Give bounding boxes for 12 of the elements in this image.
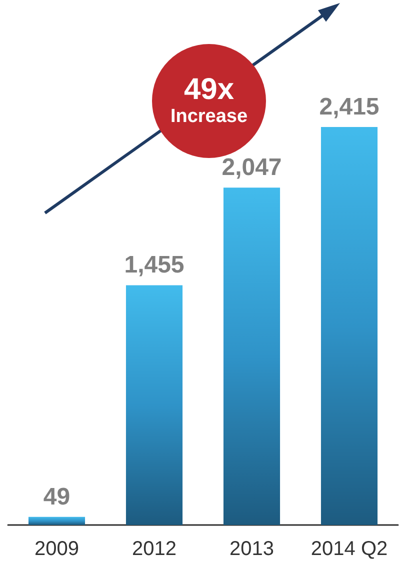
circle-badge: 49x Increase — [152, 44, 266, 158]
data-label: 49 — [43, 483, 70, 510]
x-tick-label: 2012 — [132, 538, 176, 560]
data-label: 1,455 — [124, 252, 184, 279]
x-tick-label: 2014 Q2 — [310, 538, 388, 560]
bar — [126, 285, 183, 525]
bar — [28, 516, 86, 525]
bar — [223, 188, 280, 525]
x-tick-label: 2013 — [230, 538, 274, 560]
x-tick-label: 2009 — [34, 538, 79, 560]
bar — [320, 127, 378, 525]
data-label: 2,415 — [319, 94, 380, 121]
